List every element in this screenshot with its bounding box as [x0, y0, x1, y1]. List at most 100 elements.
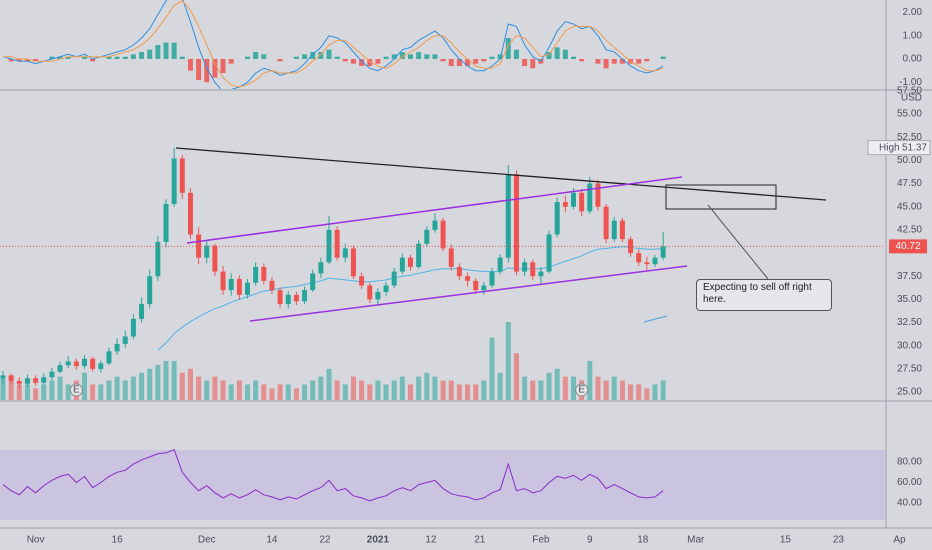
candle-body	[269, 280, 275, 291]
volume-bar	[155, 364, 161, 400]
volume-bar	[513, 353, 519, 400]
volume-bar	[587, 361, 593, 400]
volume-bar	[277, 384, 283, 400]
macd-histogram	[122, 56, 128, 59]
macd-histogram	[139, 52, 145, 59]
candle-body	[49, 371, 55, 378]
candle-body	[82, 358, 87, 367]
candle-body	[546, 234, 552, 272]
volume-bar	[16, 384, 22, 400]
volume-bar	[481, 380, 487, 400]
volume-bar	[98, 384, 104, 400]
macd-histogram	[359, 59, 365, 66]
macd-line	[2, 0, 664, 89]
candle-body	[65, 361, 71, 366]
candle-body	[155, 241, 161, 277]
macd-histogram	[636, 59, 642, 64]
macd-histogram	[383, 56, 389, 59]
volume-bar	[408, 384, 413, 400]
volume-bar	[179, 372, 185, 400]
volume-bar	[220, 380, 226, 400]
macd-histogram	[171, 42, 177, 59]
macd-histogram	[554, 47, 560, 59]
short-line	[643, 315, 668, 323]
candle-body	[253, 266, 259, 283]
volume-bar	[212, 376, 218, 400]
drawings	[175, 147, 827, 323]
macd-histogram	[408, 54, 413, 59]
macd-histogram	[424, 54, 430, 59]
volume-bar	[465, 384, 471, 400]
macd-histogram	[660, 56, 666, 59]
date-tick-label: Ap	[893, 535, 906, 546]
candle-body	[0, 375, 6, 379]
macd-histogram	[82, 56, 87, 59]
candle-body	[139, 304, 145, 319]
candle-body	[334, 229, 340, 258]
date-tick-label: Nov	[27, 535, 45, 546]
volume-bar	[505, 322, 511, 400]
volume-bar	[456, 384, 462, 400]
volume-bar	[619, 380, 625, 400]
candle-body	[220, 271, 226, 291]
macd-histogram	[16, 59, 22, 62]
macd-histogram	[342, 59, 348, 62]
macd-histogram	[579, 59, 585, 62]
volume-bar	[0, 376, 6, 400]
candle-body	[383, 285, 389, 292]
candle-body	[473, 280, 479, 291]
candle-body	[465, 276, 471, 281]
candle-body	[391, 271, 397, 286]
volume-bar	[489, 337, 495, 400]
candle-body	[571, 192, 576, 207]
signal-line	[3, 0, 664, 88]
candle-body	[228, 279, 234, 291]
volume-bar	[334, 380, 340, 400]
macd-histogram	[448, 59, 454, 66]
macd-histogram	[505, 38, 511, 59]
date-tick-label: 18	[637, 535, 649, 546]
candle-body	[530, 262, 536, 277]
macd-histogram	[24, 59, 30, 62]
date-tick-label: 14	[266, 535, 278, 546]
volume-bar	[440, 380, 446, 400]
callout-line	[707, 204, 769, 280]
price-tick-label: 52.50	[897, 132, 922, 143]
macd-histogram	[562, 49, 568, 59]
volume-bar	[236, 380, 242, 400]
candle-body	[24, 378, 30, 384]
candle-body	[73, 361, 79, 367]
macd-histogram	[57, 56, 63, 59]
candle-body	[106, 351, 112, 364]
candle-body	[448, 248, 454, 267]
candle-body	[326, 229, 332, 263]
candle-body	[375, 291, 381, 300]
macd-histogram	[440, 59, 446, 62]
macd-histogram	[8, 59, 14, 62]
macd-histogram	[611, 59, 617, 64]
rsi-line	[2, 449, 664, 502]
rsi-tick-label: 40.00	[897, 498, 922, 509]
macd-histogram	[489, 56, 495, 59]
candle-body	[416, 243, 422, 267]
macd-histogram	[546, 52, 552, 59]
earnings-label: E	[578, 385, 585, 396]
candle-body	[204, 245, 210, 258]
price-tick-label: 42.50	[897, 225, 922, 236]
date-tick-label: 9	[587, 535, 593, 546]
volume-bar	[383, 384, 389, 400]
earnings-icon	[575, 383, 589, 397]
volume-bar	[660, 380, 666, 400]
macd-histogram	[90, 59, 96, 62]
moving-average	[157, 246, 664, 351]
candle-body	[489, 271, 495, 286]
macd-histogram	[302, 54, 308, 59]
rsi-tick-label: 60.00	[897, 477, 922, 488]
volume-bar	[204, 380, 210, 400]
volume-bar	[562, 376, 568, 400]
volume-bar	[171, 361, 177, 400]
candle-body	[497, 257, 503, 272]
macd-panel	[2, 0, 666, 89]
candle-body	[261, 266, 267, 281]
macd-histogram	[179, 56, 185, 59]
